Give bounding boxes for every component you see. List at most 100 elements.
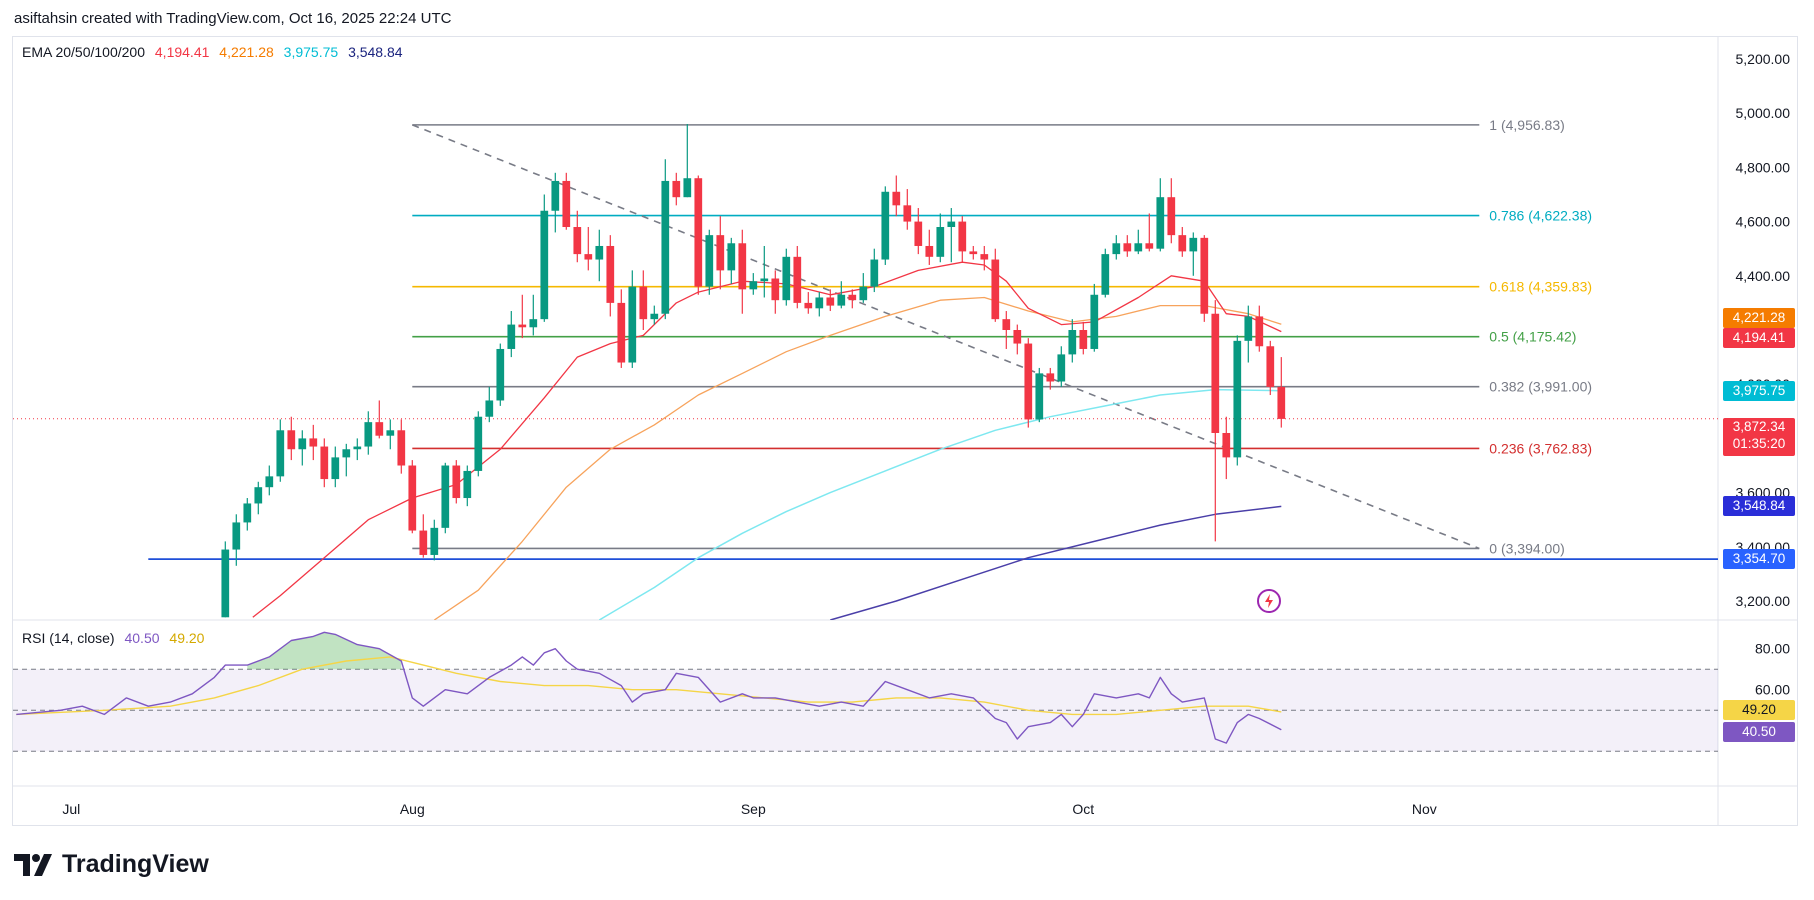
candle-body — [694, 178, 703, 287]
tradingview-logo[interactable]: TradingView — [14, 850, 209, 879]
candle-body — [463, 470, 472, 499]
candle-body — [518, 324, 527, 328]
fib-level-label: 0 (3,394.00) — [1489, 540, 1565, 556]
candle-body — [1255, 316, 1264, 347]
candle-body — [1167, 197, 1176, 236]
candle-body — [980, 254, 989, 260]
candle-body — [254, 487, 263, 504]
candle-body — [265, 476, 274, 488]
chart-author-header: asiftahsin created with TradingView.com,… — [14, 10, 452, 27]
candle-body — [276, 430, 285, 477]
candle-body — [375, 422, 384, 436]
candle-body — [287, 430, 296, 450]
candle-body — [859, 286, 868, 301]
price-axis-tick-label: 4,600.00 — [1736, 214, 1791, 230]
rsi-overbought-fill — [247, 632, 402, 670]
candle-body — [1211, 313, 1220, 433]
ema200-value: 3,548.84 — [348, 44, 403, 60]
candle-body — [936, 227, 945, 257]
candle-body — [837, 294, 846, 306]
time-axis-tick-label: Jul — [62, 801, 80, 817]
fib-level-label: 1 (4,956.83) — [1489, 117, 1565, 133]
candle-body — [232, 522, 241, 550]
candle-body — [298, 438, 307, 450]
candle-body — [1079, 330, 1088, 349]
main-pane — [13, 124, 1718, 620]
candle-body — [705, 235, 714, 287]
fib-level-label: 0.382 (3,991.00) — [1489, 379, 1592, 395]
candle-body — [782, 256, 791, 301]
candle-body — [1200, 237, 1209, 314]
candle-body — [1035, 373, 1044, 420]
ema-legend[interactable]: EMA 20/50/100/200 4,194.41 4,221.28 3,97… — [22, 44, 409, 60]
price-tag: 3,975.75 — [1723, 380, 1795, 401]
price-axis-tick-label: 3,200.00 — [1736, 593, 1791, 609]
candle-body — [650, 313, 659, 320]
candle-body — [1068, 330, 1077, 355]
candle-body — [430, 527, 439, 555]
rsi-tag: 40.50 — [1723, 721, 1795, 742]
countdown-timer: 01:35:20 — [1732, 435, 1786, 451]
candle-body — [1145, 243, 1154, 249]
price-axis-tick-label: 5,000.00 — [1736, 105, 1791, 121]
candle-body — [683, 178, 692, 198]
candle-body — [1112, 243, 1121, 255]
rsi-legend[interactable]: RSI (14, close) 40.50 49.20 — [22, 630, 210, 646]
candle-body — [903, 205, 912, 222]
ema-legend-label: EMA 20/50/100/200 — [22, 44, 145, 60]
candle-body — [771, 278, 780, 301]
candle-body — [672, 180, 681, 198]
candle-body — [1134, 243, 1143, 252]
candle-body — [221, 549, 230, 618]
candle-body — [793, 256, 802, 303]
candle-body — [1277, 386, 1286, 419]
candle-body — [386, 430, 395, 436]
candle-body — [1123, 243, 1132, 252]
lightning-icon[interactable] — [1256, 588, 1282, 614]
candle-body — [474, 416, 483, 471]
rsi-axis-tick-label: 80.00 — [1755, 641, 1790, 657]
ema100-line — [598, 388, 1282, 620]
candle-body — [1178, 235, 1187, 252]
candle-body — [1266, 346, 1275, 387]
candle-body — [628, 286, 637, 363]
time-axis-tick-label: Sep — [741, 801, 766, 817]
fib-level-label: 0.786 (4,622.38) — [1489, 208, 1592, 224]
ema20-value: 4,194.41 — [154, 44, 210, 60]
rsi-axis-tick-label: 60.00 — [1755, 682, 1790, 698]
candle-body — [331, 457, 340, 480]
price-tag: 3,548.84 — [1723, 496, 1795, 517]
candle-body — [661, 180, 670, 314]
candle-body — [496, 348, 505, 401]
candle-body — [738, 243, 747, 290]
candle-body — [958, 221, 967, 252]
time-axis-tick-label: Aug — [400, 801, 425, 817]
candle-body — [342, 449, 351, 458]
rsi-tag: 49.20 — [1723, 699, 1795, 720]
candle-body — [1002, 319, 1011, 330]
candle-body — [243, 503, 252, 523]
candle-body — [1101, 254, 1110, 295]
candle-body — [408, 465, 417, 531]
candle-body — [749, 281, 758, 290]
candle-body — [540, 210, 549, 320]
candle-body — [507, 324, 516, 349]
candle-body — [925, 245, 934, 257]
chart-frame — [12, 36, 1798, 826]
candle-body — [1024, 343, 1033, 420]
price-tag: 3,354.70 — [1723, 549, 1795, 570]
candle-body — [595, 245, 604, 260]
candle-body — [760, 278, 769, 282]
candle-body — [364, 422, 373, 447]
candle-body — [914, 221, 923, 246]
candle-body — [562, 180, 571, 228]
candle-body — [320, 446, 329, 480]
candle-body — [1090, 294, 1099, 349]
ema50-value: 4,221.28 — [219, 44, 274, 60]
fib-trendline — [412, 124, 1480, 550]
candle-body — [815, 297, 824, 309]
candle-body — [804, 302, 813, 309]
candle-body — [1233, 340, 1242, 458]
candle-body — [485, 400, 494, 417]
